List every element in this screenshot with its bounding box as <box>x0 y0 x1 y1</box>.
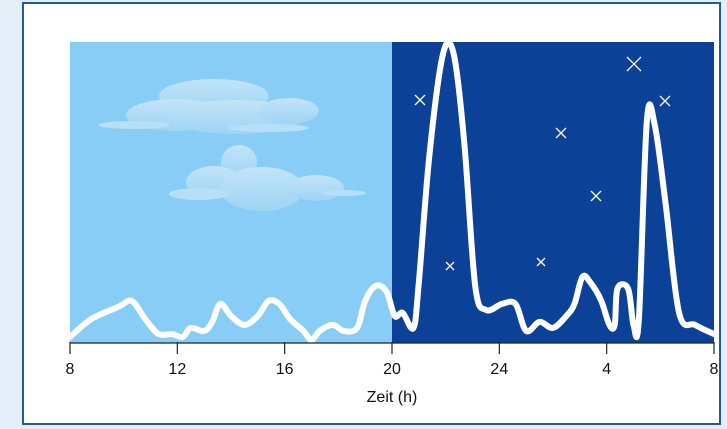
cloud-upper <box>98 79 319 134</box>
star-icon <box>659 95 671 107</box>
data-point <box>230 314 233 317</box>
data-point <box>170 332 173 335</box>
data-point <box>538 320 541 323</box>
data-point <box>627 287 630 290</box>
data-point <box>637 317 640 320</box>
data-point <box>452 53 455 56</box>
data-point <box>484 308 487 311</box>
data-point <box>117 305 120 308</box>
data-point <box>600 299 603 302</box>
figure-frame: 8 12 16 20 24 4 8 Zeit (h) <box>22 2 721 425</box>
data-point <box>632 323 635 326</box>
data-point <box>664 203 667 206</box>
data-point <box>589 281 592 284</box>
clouds <box>98 79 366 211</box>
star-icon <box>414 94 426 106</box>
x-tick-label: 4 <box>602 361 611 378</box>
x-tick-label: 8 <box>66 361 75 378</box>
chart: 8 12 16 20 24 4 8 Zeit (h) <box>66 39 719 406</box>
data-point <box>69 335 72 338</box>
x-tick-label: 8 <box>710 361 719 378</box>
x-axis-ticks: 8 12 16 20 24 4 8 <box>66 342 719 378</box>
data-point <box>356 326 359 329</box>
x-tick-label: 16 <box>276 361 294 378</box>
data-point <box>374 284 377 287</box>
data-point <box>428 152 431 155</box>
data-point <box>501 302 504 305</box>
data-point <box>616 287 619 290</box>
data-point <box>613 323 616 326</box>
data-point <box>144 317 147 320</box>
series-line <box>67 39 717 343</box>
data-point <box>181 335 184 338</box>
data-point <box>474 284 477 287</box>
data-point <box>130 299 133 302</box>
data-point <box>310 338 313 341</box>
band-night <box>392 42 714 343</box>
star-icon <box>536 257 546 267</box>
data-point <box>552 326 555 329</box>
data-point <box>653 125 656 128</box>
x-tick-label: 20 <box>383 361 401 378</box>
data-point <box>608 323 611 326</box>
data-point <box>211 320 214 323</box>
cloud-lower <box>169 145 366 211</box>
stars <box>414 56 671 271</box>
data-point <box>463 143 466 146</box>
data-point <box>90 317 93 320</box>
data-point <box>203 329 206 332</box>
data-point <box>243 323 246 326</box>
data-point <box>278 302 281 305</box>
data-point <box>525 329 528 332</box>
data-point <box>385 290 388 293</box>
data-point <box>573 302 576 305</box>
data-point <box>331 323 334 326</box>
data-point <box>256 314 259 317</box>
data-point <box>318 329 321 332</box>
data-point <box>565 314 568 317</box>
data-point <box>678 311 681 314</box>
data-point <box>645 119 648 122</box>
x-tick-label: 12 <box>168 361 186 378</box>
data-point <box>412 326 415 329</box>
data-point <box>694 323 697 326</box>
data-point <box>364 299 367 302</box>
data-point <box>514 302 517 305</box>
data-point <box>189 326 192 329</box>
data-point <box>713 332 716 335</box>
star-icon <box>590 190 602 202</box>
star-icon <box>445 261 455 271</box>
data-point <box>302 329 305 332</box>
star-icon <box>555 127 567 139</box>
data-point <box>289 317 292 320</box>
data-point <box>401 311 404 314</box>
x-tick-label: 24 <box>490 361 508 378</box>
data-point <box>342 329 345 332</box>
data-point <box>581 275 584 278</box>
data-point <box>393 314 396 317</box>
star-icon <box>626 56 642 72</box>
data-point <box>441 53 444 56</box>
data-point <box>417 281 420 284</box>
data-point <box>219 302 222 305</box>
data-point <box>267 299 270 302</box>
x-axis-title: Zeit (h) <box>367 389 418 406</box>
data-point <box>157 332 160 335</box>
